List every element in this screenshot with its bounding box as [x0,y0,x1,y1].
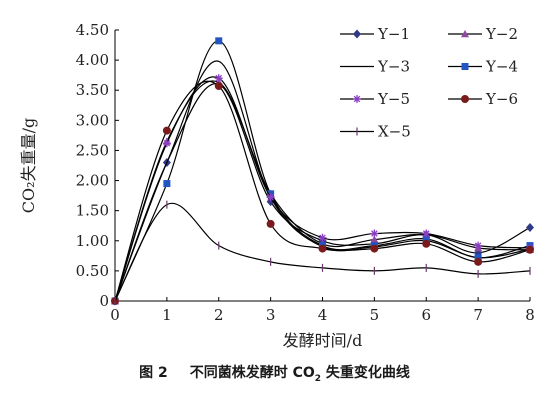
series-y-5-point [474,241,483,250]
series-y-3-line [114,60,531,302]
y-tick-label: 3.00 [76,111,109,129]
series-y-5-point [422,229,431,238]
series-x-5 [114,200,531,305]
series-y-4-point [163,180,171,188]
x-tick-label: 4 [318,306,328,324]
x-tick-label: 6 [421,306,431,324]
series-y-6-point [162,126,171,135]
series-layer [111,37,534,306]
legend-label-y-4: Y−4 [485,58,518,76]
legend-marker-y-1 [353,29,361,39]
legend-label-y-6: Y−6 [485,90,518,108]
legend-marker-y-2 [461,30,469,38]
legend-label-y-3: Y−3 [377,58,410,76]
legend: Y−1 Y−2 Y−3 Y−4 Y−5 Y−6 X−5 [340,25,518,141]
legend-label-y-2: Y−2 [485,25,518,43]
y-tick-label: 1.50 [76,202,109,220]
legend-item-y-4: Y−4 [448,58,518,76]
x-tick-label: 5 [370,306,380,324]
legend-item-y-1: Y−1 [340,25,410,43]
x-tick-label: 3 [266,306,276,324]
y-tick-label: 1.00 [76,232,109,250]
series-y-6-point [370,244,379,253]
series-y-6-point [214,82,223,91]
caption-text: 不同菌株发酵时 CO2 失重变化曲线 [189,365,410,384]
series-y-5-point [162,139,171,148]
series-x-5-line [114,202,531,302]
legend-label-x-5: X−5 [378,123,411,141]
x-tick-label: 1 [162,306,172,324]
series-y-6-point [318,244,327,253]
series-y-6-point [474,257,483,266]
series-y-5-point [266,193,275,202]
legend-marker-y-4 [461,63,469,70]
series-y-4-line [114,40,531,302]
legend-label-y-5: Y−5 [377,90,410,108]
series-y-4-point [474,254,482,262]
series-y-6-point [422,239,431,248]
y-axis-label: CO₂失重量/g [19,118,38,213]
series-y-5-point [214,74,223,83]
y-tick-label: 4.00 [76,51,109,69]
series-y-5-point [318,233,327,242]
y-tick-label: 2.50 [76,141,109,159]
y-tick-label: 0.50 [76,262,109,280]
series-y-6 [111,80,534,305]
legend-item-x-5: X−5 [340,123,411,141]
y-tick-label: 3.50 [76,81,109,99]
series-y-3 [114,60,531,302]
legend-item-y-3: Y−3 [340,58,410,76]
figure-label: 图 2 [139,365,168,381]
legend-item-y-2: Y−2 [448,25,518,43]
series-y-6-point [526,245,534,254]
figure-caption: 图 2 不同菌株发酵时 CO2 失重变化曲线 [0,362,549,384]
series-y-2-point [370,235,379,243]
y-tick-label: 4.50 [76,21,109,39]
x-tick-label: 8 [525,306,535,324]
legend-item-y-5: Y−5 [340,90,410,108]
x-tick-label: 7 [473,306,483,324]
legend-marker-y-6 [461,95,469,103]
legend-item-y-6: Y−6 [448,90,518,108]
x-axis-label: 发酵时间/d [283,331,363,350]
axes: 0 1 2 3 4 5 6 7 8 0 0.50 1.00 1.50 2.00 2.50 3.00 3.50 4.… [19,21,535,350]
legend-label-y-1: Y−1 [377,25,410,43]
y-tick-label: 0 [99,292,109,310]
series-y-4-point [422,235,430,243]
y-tick-label: 2.00 [76,172,109,190]
series-y-5-point [370,229,379,238]
series-y-6-point [266,219,275,228]
x-tick-label: 2 [214,306,224,324]
series-y-4-point [215,37,223,45]
series-y-1-point [526,223,534,233]
legend-marker-y-5 [353,95,361,103]
x-tick-label: 0 [110,306,120,324]
